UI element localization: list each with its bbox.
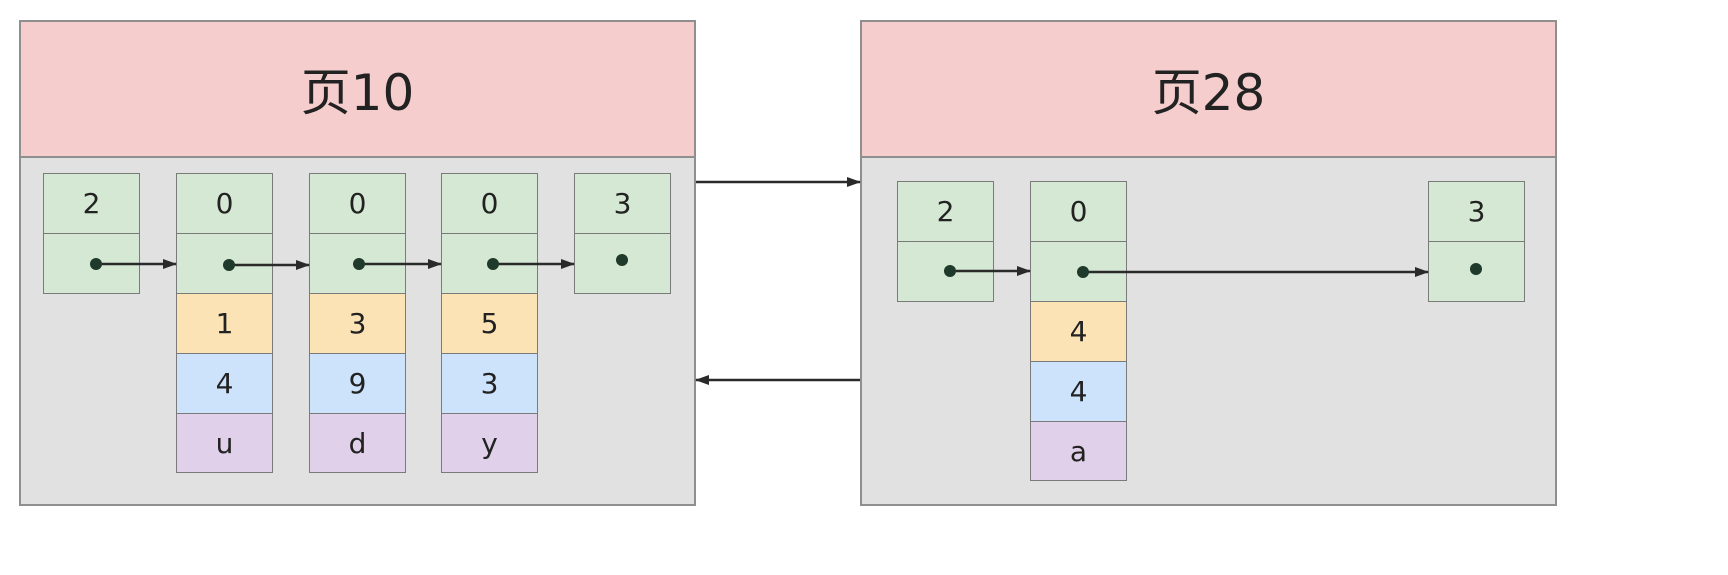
p10-record-3-field-1: 5 xyxy=(441,293,538,354)
p10-record-2-pointer-dot xyxy=(353,258,365,270)
p28-supremum-pointer-dot xyxy=(1470,263,1482,275)
p10-record-3-n-owned: 0 xyxy=(441,173,538,234)
p28-record-1-n-owned: 0 xyxy=(1030,181,1127,242)
p10-record-2-field-3: d xyxy=(309,413,406,473)
p28-record-1-field-3: a xyxy=(1030,421,1127,481)
p28-record-1-field-2: 4 xyxy=(1030,361,1127,422)
p10-record-2-n-owned: 0 xyxy=(309,173,406,234)
p28-record-1-pointer-dot xyxy=(1077,266,1089,278)
page-28-title: 页28 xyxy=(862,22,1555,158)
p10-infimum-pointer-dot xyxy=(90,258,102,270)
p28-record-1-field-1: 4 xyxy=(1030,301,1127,362)
p10-supremum-n-owned: 3 xyxy=(574,173,671,234)
p10-record-1-field-2: 4 xyxy=(176,353,273,414)
p10-record-1-n-owned: 0 xyxy=(176,173,273,234)
page-10-title: 页10 xyxy=(21,22,694,158)
p28-infimum-pointer-dot xyxy=(944,265,956,277)
p10-record-2-field-1: 3 xyxy=(309,293,406,354)
p28-infimum-n-owned: 2 xyxy=(897,181,994,242)
p10-record-1-field-3: u xyxy=(176,413,273,473)
p10-record-1-pointer-dot xyxy=(223,259,235,271)
p10-infimum-n-owned: 2 xyxy=(43,173,140,234)
p10-record-2-field-2: 9 xyxy=(309,353,406,414)
p10-record-3-pointer-dot xyxy=(487,258,499,270)
p10-record-1-field-1: 1 xyxy=(176,293,273,354)
p10-supremum-pointer-dot xyxy=(616,254,628,266)
p10-record-3-field-3: y xyxy=(441,413,538,473)
p28-supremum-n-owned: 3 xyxy=(1428,181,1525,242)
